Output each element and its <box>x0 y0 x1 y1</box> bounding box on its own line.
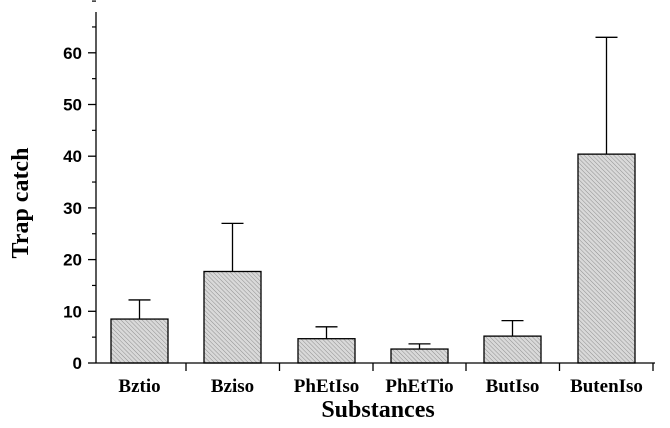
y-tick-label: 60 <box>63 44 82 63</box>
x-tick-label: PhEtIso <box>294 376 359 397</box>
bars <box>110 153 636 364</box>
x-axis-title: Substances <box>321 397 434 423</box>
bar-bztio <box>110 318 169 364</box>
bar-bziso <box>203 270 262 364</box>
y-axis: 0 10 20 30 40 50 60 <box>63 0 97 373</box>
error-bar-phettio <box>408 343 431 350</box>
x-tick-label: Bziso <box>211 376 254 397</box>
y-tick-label: 10 <box>63 302 82 321</box>
bar-buteniso <box>577 153 636 364</box>
y-axis-title: Trap catch <box>8 148 34 259</box>
y-tick-label: 50 <box>63 96 82 115</box>
error-bar-buteniso <box>595 36 618 155</box>
x-axis: Bztio Bziso PhEtIso PhEtTio ButIso ButenIso <box>96 362 655 397</box>
x-tick-label: ButenIso <box>570 376 643 397</box>
error-bar-bziso <box>221 222 244 272</box>
y-tick-label: 30 <box>63 199 82 218</box>
error-bar-phetiso <box>315 326 338 339</box>
error-bars <box>128 36 618 350</box>
y-tick-label: 20 <box>63 251 82 270</box>
y-tick-label: 0 <box>73 354 82 373</box>
x-tick-label: PhEtTio <box>385 376 453 397</box>
bar-phetiso <box>297 338 356 364</box>
y-tick-label: 40 <box>63 147 82 166</box>
x-tick-label: Bztio <box>118 376 160 397</box>
bar-phettio <box>390 348 449 364</box>
x-tick-label: ButIso <box>486 376 540 397</box>
error-bar-butiso <box>501 319 524 337</box>
bar-butiso <box>483 335 542 364</box>
error-bar-bztio <box>128 299 151 320</box>
